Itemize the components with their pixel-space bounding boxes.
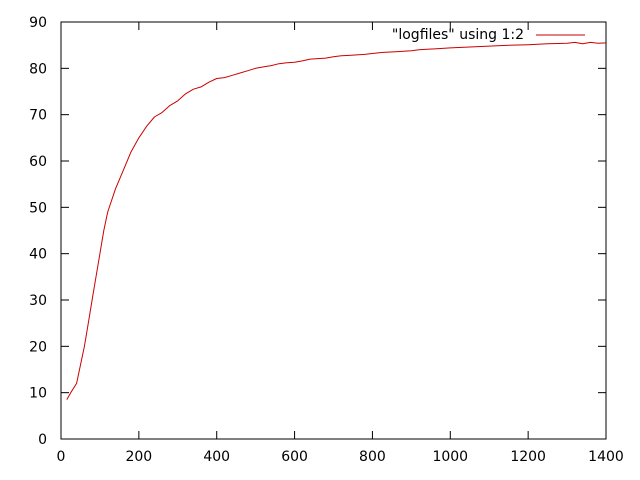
x-tick-label: 0 (57, 449, 66, 465)
x-tick-label: 1200 (510, 449, 546, 465)
x-tick-label: 1000 (432, 449, 468, 465)
plot-frame (60, 21, 607, 440)
y-tick-label: 40 (29, 247, 47, 263)
y-tick-label: 30 (29, 293, 47, 309)
y-tick-label: 70 (29, 108, 47, 124)
legend: "logfiles" using 1:2 (392, 27, 585, 43)
y-tick-label: 80 (29, 61, 47, 77)
tick-marks (60, 21, 607, 440)
series-layer (66, 41, 607, 400)
y-axis-tick-labels: 0 10 20 30 40 50 60 70 80 90 (29, 15, 47, 448)
legend-label: "logfiles" using 1:2 (392, 27, 524, 43)
x-axis-tick-labels: 0 200 400 600 800 1000 1200 1400 (57, 449, 624, 465)
series-line-logfiles (66, 41, 607, 400)
y-tick-label: 90 (29, 15, 47, 31)
y-tick-label: 0 (38, 432, 47, 448)
x-tick-label: 200 (125, 449, 152, 465)
y-tick-label: 50 (29, 200, 47, 216)
x-tick-label: 400 (203, 449, 230, 465)
y-tick-label: 10 (29, 386, 47, 402)
y-tick-label: 60 (29, 154, 47, 170)
x-tick-label: 600 (281, 449, 308, 465)
x-tick-label: 1400 (588, 449, 624, 465)
y-tick-label: 20 (29, 339, 47, 355)
x-tick-label: 800 (359, 449, 386, 465)
